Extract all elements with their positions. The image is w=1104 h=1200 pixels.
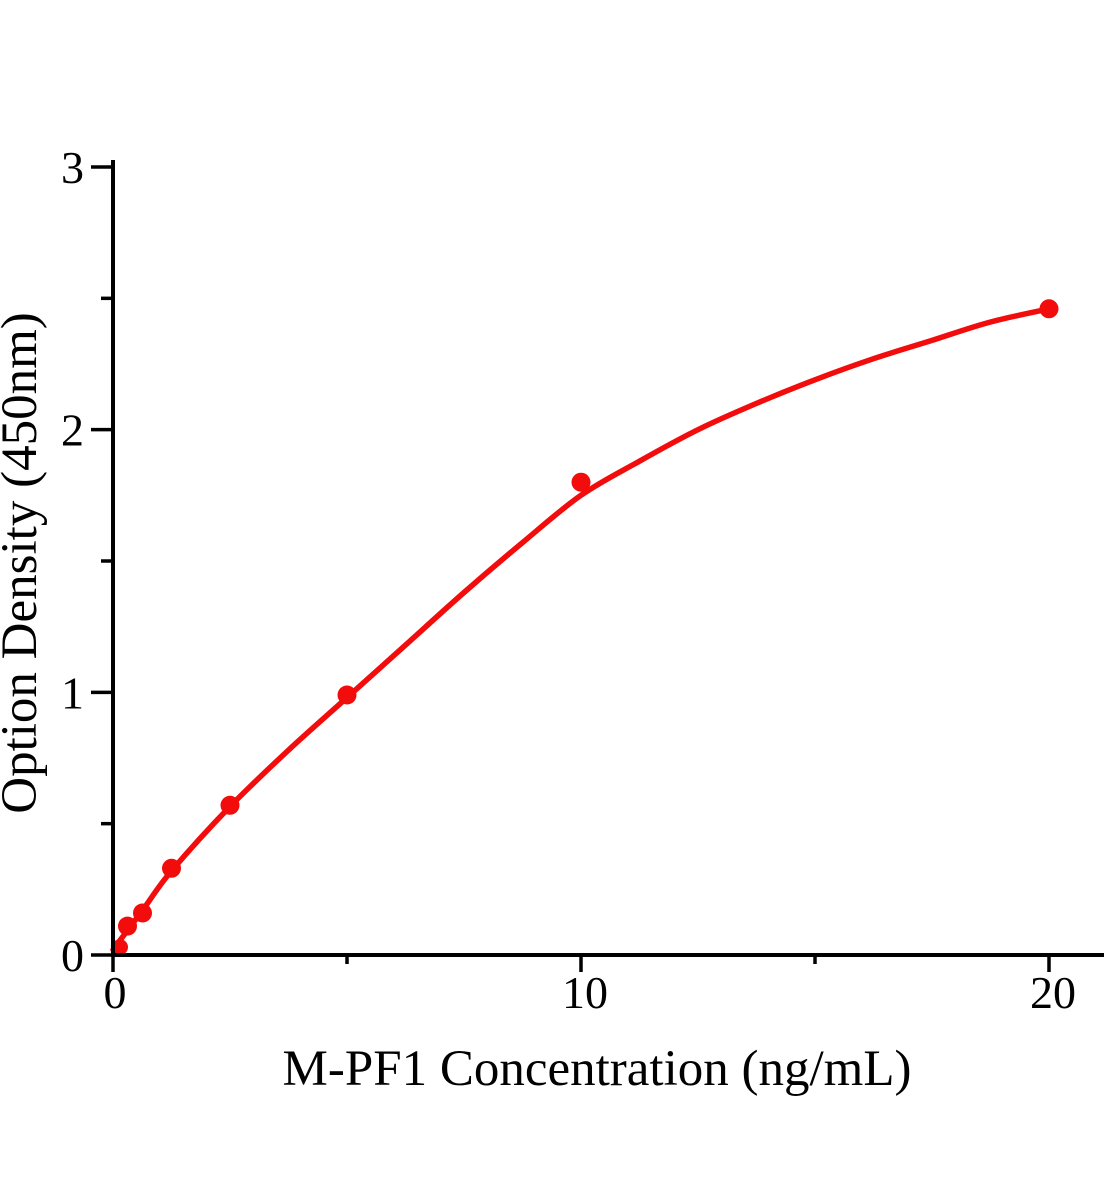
data-point-2.5	[220, 795, 240, 815]
x-tick-label-10: 10	[562, 967, 608, 1018]
y-axis-title: Option Density (450nm)	[0, 312, 48, 813]
y-tick-label-0: 0	[61, 930, 84, 981]
data-point-0.63	[133, 903, 152, 923]
fitted-curve-group	[110, 306, 1052, 953]
data-point-0.15	[112, 939, 128, 956]
x-tick-label-0: 0	[104, 967, 127, 1018]
fitted-curve-path	[110, 306, 1052, 953]
data-point-0.31	[118, 916, 137, 936]
data-point-1.25	[162, 858, 181, 878]
data-point-10	[571, 472, 591, 492]
x-axis-title: M-PF1 Concentration (ng/mL)	[283, 1041, 912, 1097]
axes-group	[111, 160, 1104, 957]
y-tick-label-3: 3	[61, 142, 84, 193]
y-tick-label-1: 1	[61, 667, 84, 718]
data-point-20	[1039, 299, 1059, 319]
data-points-group	[112, 299, 1059, 956]
tick-marks-group	[91, 165, 1051, 972]
x-tick-label-20: 20	[1030, 967, 1076, 1018]
data-point-5	[337, 685, 357, 705]
tick-labels-group: 0 10 20 0 1 2 3	[61, 142, 1076, 1018]
y-tick-label-2: 2	[61, 405, 84, 456]
